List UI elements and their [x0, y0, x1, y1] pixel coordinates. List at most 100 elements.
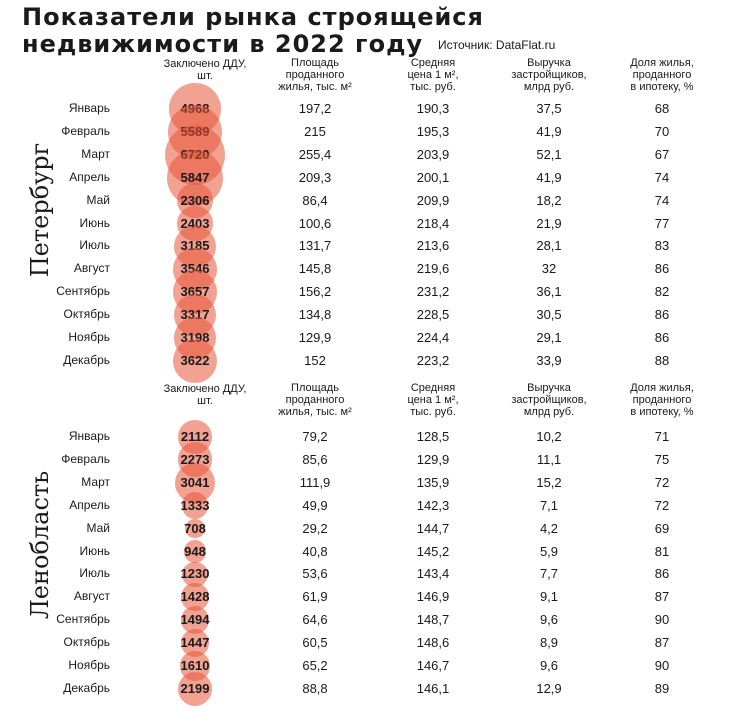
cell-mortgage: 72: [654, 497, 670, 513]
row-month: Июнь: [79, 215, 110, 230]
row-month: Март: [81, 146, 110, 161]
cell-price: 129,9: [416, 451, 450, 467]
cell-price: 135,9: [416, 474, 450, 490]
cell-price: 224,4: [416, 330, 450, 345]
row-month: Август: [73, 261, 110, 276]
row-month: Август: [73, 589, 110, 604]
cell-revenue: 15,2: [536, 474, 562, 490]
cell-revenue: 8,9: [539, 635, 559, 651]
ddu-bubble: [183, 540, 207, 563]
cell-area: 60,5: [302, 635, 328, 651]
row-month: Декабрь: [63, 352, 110, 367]
cell-revenue: 7,7: [539, 566, 559, 582]
row-month: Сентябрь: [56, 612, 110, 627]
cell-area: 197,2: [298, 101, 332, 116]
cell-area: 131,7: [298, 238, 332, 254]
cell-price: 128,5: [416, 429, 450, 444]
cell-price: 144,7: [416, 520, 450, 536]
cell-revenue: 28,1: [536, 238, 562, 254]
cell-mortgage: 90: [654, 612, 670, 628]
cell-area: 156,2: [298, 284, 332, 300]
cell-area: 53,6: [302, 566, 328, 582]
cell-mortgage: 74: [654, 169, 670, 185]
cell-revenue: 7,1: [539, 497, 559, 513]
cell-area: 61,9: [302, 589, 328, 605]
cell-area: 86,4: [302, 192, 328, 208]
cell-area: 255,4: [298, 146, 332, 162]
row-month: Февраль: [61, 123, 110, 138]
ddu-value: 2112: [180, 429, 210, 444]
cell-revenue: 32: [541, 261, 557, 277]
cell-price: 146,9: [416, 589, 450, 605]
ddu-bubble: [172, 338, 218, 383]
cell-revenue: 9,1: [539, 589, 559, 605]
row-month: Декабрь: [63, 680, 110, 695]
ddu-value: 948: [184, 543, 206, 559]
cell-mortgage: 89: [654, 680, 670, 696]
cell-area: 145,8: [298, 261, 332, 277]
column-header: Заключено ДДУ, шт.: [163, 58, 247, 82]
column-header: Доля жилья, проданного в ипотеку, %: [630, 57, 694, 93]
cell-mortgage: 90: [654, 658, 670, 673]
cell-revenue: 52,1: [536, 146, 562, 162]
ddu-value: 1333: [180, 497, 210, 513]
cell-area: 100,6: [298, 215, 332, 231]
row-month: Март: [81, 474, 110, 489]
cell-mortgage: 67: [654, 146, 670, 162]
cell-area: 79,2: [302, 429, 328, 444]
cell-price: 228,5: [416, 307, 450, 323]
column-header: Выручка застройщиков, млрд руб.: [511, 57, 587, 93]
cell-price: 195,3: [416, 123, 450, 139]
column-header: Средняя цена 1 м², тыс. руб.: [407, 57, 459, 93]
cell-revenue: 41,9: [536, 123, 562, 139]
ddu-value: 708: [184, 520, 206, 536]
cell-price: 145,2: [416, 543, 450, 559]
cell-mortgage: 87: [654, 589, 670, 605]
column-header: Доля жилья, проданного в ипотеку, %: [630, 382, 694, 418]
row-month: Июль: [79, 238, 110, 253]
ddu-value: 2306: [180, 192, 210, 208]
cell-mortgage: 70: [654, 123, 670, 139]
cell-revenue: 29,1: [536, 330, 562, 345]
row-month: Октябрь: [63, 307, 110, 322]
cell-revenue: 41,9: [536, 169, 562, 185]
row-month: Ноябрь: [68, 658, 110, 672]
cell-price: 200,1: [416, 169, 450, 185]
ddu-value: 3622: [180, 352, 210, 368]
cell-mortgage: 86: [654, 261, 670, 277]
cell-area: 88,8: [302, 680, 328, 696]
cell-price: 213,6: [416, 238, 450, 254]
cell-mortgage: 86: [654, 307, 670, 323]
cell-area: 85,6: [302, 451, 328, 467]
cell-mortgage: 75: [654, 451, 670, 467]
ddu-bubble: [182, 561, 208, 588]
ddu-value: 5847: [180, 169, 210, 185]
cell-revenue: 30,5: [536, 307, 562, 323]
ddu-bubble: [185, 518, 205, 539]
column-header: Площадь проданного жилья, тыс. м²: [278, 382, 352, 418]
cell-mortgage: 68: [654, 101, 670, 116]
cell-price: 231,2: [416, 284, 450, 300]
ddu-bubble: [181, 492, 209, 520]
cell-revenue: 9,6: [539, 658, 559, 673]
row-month: Октябрь: [63, 635, 110, 650]
cell-price: 142,3: [416, 497, 450, 513]
row-month: Сентябрь: [56, 284, 110, 299]
cell-mortgage: 83: [654, 238, 670, 254]
cell-price: 148,6: [416, 635, 450, 651]
row-month: Январь: [68, 101, 110, 115]
cell-mortgage: 69: [654, 520, 670, 536]
cell-price: 146,1: [416, 680, 450, 696]
cell-price: 218,4: [416, 215, 450, 231]
column-header: Средняя цена 1 м², тыс. руб.: [407, 382, 459, 418]
ddu-value: 1494: [180, 612, 210, 628]
ddu-bubble: [177, 671, 213, 707]
cell-area: 29,2: [302, 520, 328, 536]
ddu-value: 1230: [180, 566, 210, 582]
cell-price: 203,9: [416, 146, 450, 162]
cell-revenue: 5,9: [539, 543, 559, 559]
row-month: Июнь: [79, 543, 110, 558]
cell-mortgage: 72: [654, 474, 670, 490]
cell-price: 148,7: [416, 612, 450, 628]
row-month: Апрель: [69, 497, 110, 512]
